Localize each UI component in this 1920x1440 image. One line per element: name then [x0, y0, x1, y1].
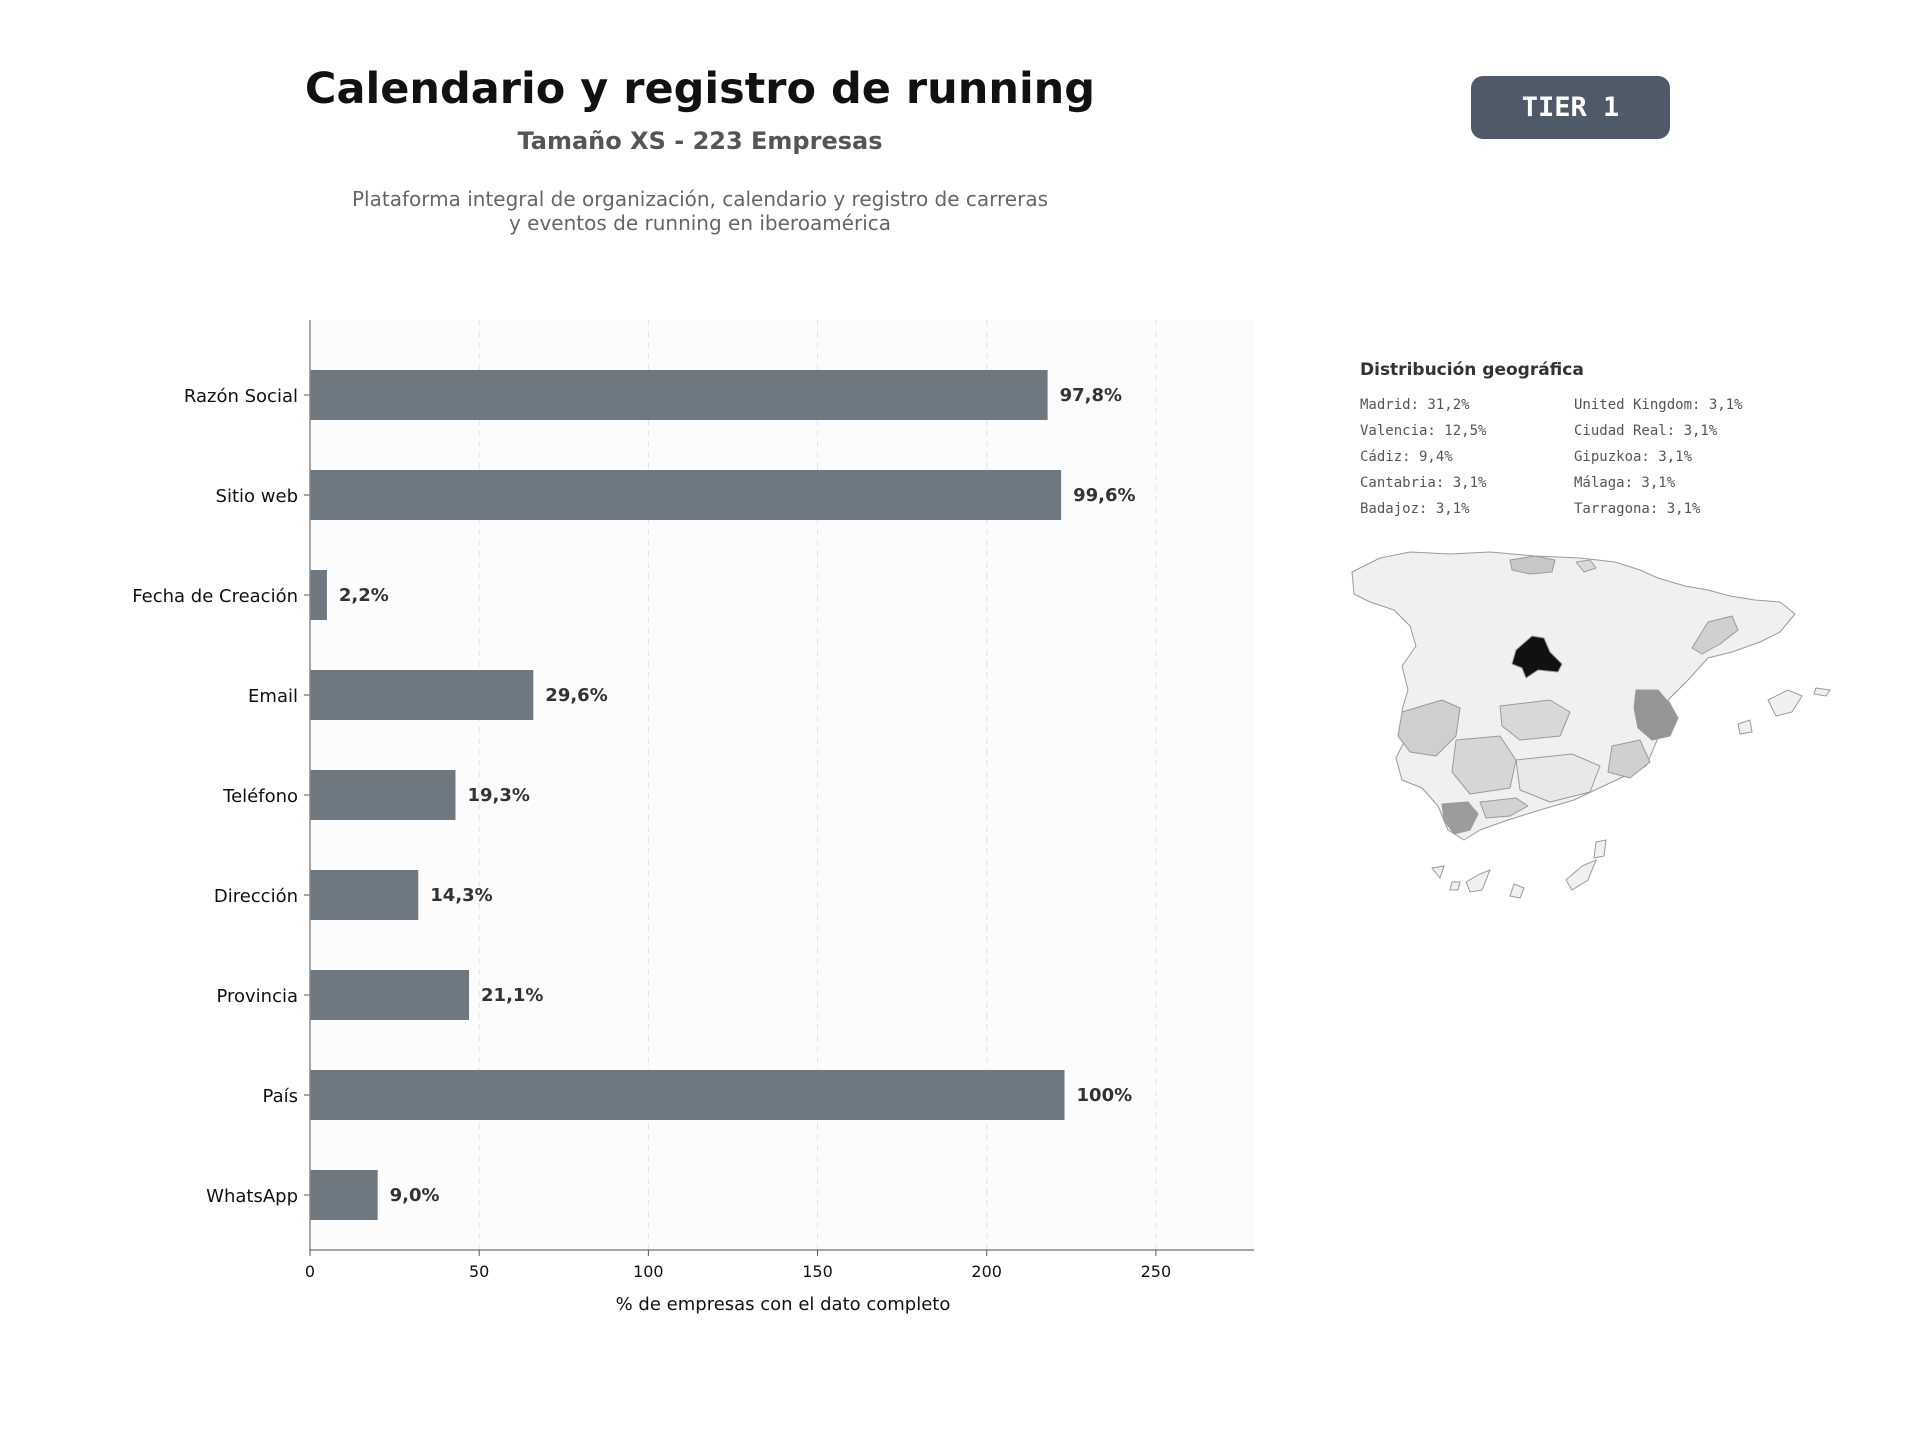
map-balearic-ibiza [1737, 719, 1753, 735]
bar [310, 470, 1062, 520]
page-subtitle: Tamaño XS - 223 Empresas [517, 127, 883, 155]
bar [310, 770, 456, 820]
geo-item: Cádiz: 9,4% [1360, 449, 1453, 465]
map-region-gipuzkoa [1575, 559, 1597, 573]
x-axis-label: % de empresas con el dato completo [616, 1294, 951, 1315]
geo-item: Cantabria: 3,1% [1360, 475, 1487, 491]
category-label: Provincia [216, 986, 298, 1007]
x-tick-label: 50 [469, 1262, 489, 1281]
x-tick-label: 100 [633, 1262, 664, 1281]
description-line-2: y eventos de running en iberoamérica [508, 211, 892, 235]
map-canary-3 [1509, 883, 1525, 899]
map-canary-5 [1593, 839, 1607, 859]
data-label: 19,3% [467, 785, 529, 806]
spain-map [1351, 551, 1831, 899]
map-region-cadiz [1441, 801, 1479, 835]
geo-item: United Kingdom: 3,1% [1574, 397, 1743, 413]
geo-item: Málaga: 3,1% [1574, 475, 1676, 491]
map-region-valencia [1633, 689, 1679, 741]
map-region-madrid [1511, 635, 1563, 679]
bar [310, 870, 419, 920]
map-mainland [1351, 551, 1796, 841]
map-region-badajoz [1397, 699, 1461, 757]
geo-item: Badajoz: 3,1% [1360, 501, 1470, 517]
bar [310, 570, 327, 620]
geo-item: Gipuzkoa: 3,1% [1574, 449, 1693, 465]
page-description: Plataforma integral de organización, cal… [200, 187, 1200, 235]
category-label: Teléfono [222, 786, 298, 807]
data-label: 14,3% [430, 885, 492, 906]
map-balearic-menorca [1813, 687, 1831, 697]
category-label: Dirección [214, 886, 298, 907]
data-label: 99,6% [1073, 485, 1135, 506]
geo-distribution-panel: Distribución geográfica Madrid: 31,2% Uni… [1360, 360, 1880, 519]
map-region-sevilla-cordoba [1451, 735, 1517, 795]
map-region-murcia [1607, 739, 1651, 779]
map-canary-4 [1565, 859, 1597, 891]
map-region-tarragona [1691, 615, 1739, 655]
bar [310, 670, 534, 720]
tier-badge: TIER 1 [1471, 76, 1670, 139]
description-line-1: Plataforma integral de organización, cal… [351, 187, 1048, 211]
geo-item: Valencia: 12,5% [1360, 423, 1487, 439]
map-region-jaen-granada [1515, 753, 1601, 803]
data-label: 29,6% [545, 685, 607, 706]
map-canary-1 [1431, 865, 1445, 880]
bar [310, 970, 470, 1020]
data-label: 97,8% [1060, 385, 1122, 406]
bar [310, 1170, 378, 1220]
data-label: 9,0% [390, 1185, 440, 1206]
map-region-malaga [1479, 797, 1529, 819]
map-canary-2 [1465, 869, 1491, 893]
category-label: Email [248, 686, 298, 707]
map-canary-6 [1449, 881, 1461, 891]
geo-item: Ciudad Real: 3,1% [1574, 423, 1718, 439]
bar [310, 370, 1048, 420]
category-label: Fecha de Creación [132, 586, 298, 607]
x-tick-label: 0 [305, 1262, 315, 1281]
category-label: País [263, 1086, 298, 1107]
geo-list: Madrid: 31,2% United Kingdom: 3,1% Valenci… [1360, 396, 1880, 519]
map-region-ciudad-real [1499, 699, 1571, 741]
page-title: Calendario y registro de running [304, 64, 1096, 114]
category-label: Sitio web [216, 486, 298, 507]
geo-title: Distribución geográfica [1360, 360, 1584, 380]
geo-item: Tarragona: 3,1% [1574, 501, 1701, 517]
x-tick-label: 200 [971, 1262, 1002, 1281]
x-tick-label: 250 [1141, 1262, 1172, 1281]
completeness-bar-chart: 97,8% Razón Social 99,6% Sitio web 2,2% Fecha… [132, 320, 1254, 1315]
category-label: Razón Social [184, 386, 298, 407]
data-label: 21,1% [481, 985, 543, 1006]
map-balearic-mallorca [1767, 689, 1803, 717]
map-region-cantabria [1509, 555, 1556, 575]
bar [310, 1070, 1065, 1120]
data-label: 100% [1077, 1085, 1133, 1106]
data-label: 2,2% [339, 585, 389, 606]
geo-item: Madrid: 31,2% [1360, 397, 1470, 413]
category-label: WhatsApp [206, 1186, 298, 1207]
x-tick-label: 150 [802, 1262, 833, 1281]
